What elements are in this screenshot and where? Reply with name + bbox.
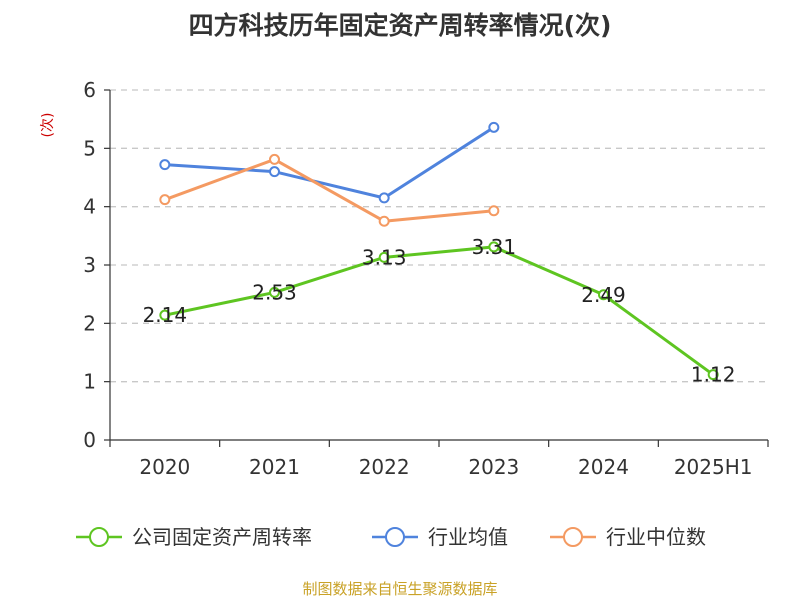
y-tick-label: 6 (83, 78, 96, 102)
y-tick-label: 1 (83, 370, 96, 394)
y-tick-label: 3 (83, 253, 96, 277)
y-tick-label: 5 (83, 136, 96, 160)
series-group (159, 121, 719, 381)
data-point (159, 309, 171, 321)
legend-marker (563, 527, 583, 547)
y-tick-label: 2 (83, 311, 96, 335)
data-point (488, 121, 500, 133)
axes: 0 1 2 3 4 5 6 2020 2021 2022 2023 2024 2025H1 (83, 78, 769, 479)
data-point (598, 289, 609, 301)
legend-label: 公司固定资产周转率 (132, 525, 312, 549)
x-tick-label: 2020 (139, 455, 190, 479)
legend-marker (89, 527, 109, 547)
grid (110, 89, 768, 383)
series-line (164, 126, 495, 200)
x-tick-label: 2023 (468, 455, 519, 479)
data-labels: 2.14 2.53 3.13 3.31 2.49 1.12 (143, 235, 736, 387)
x-tick-label: 2022 (359, 455, 410, 479)
x-tick-label: 2021 (249, 455, 300, 479)
legend: 公司固定资产周转率 行业均值 行业中位数 (76, 525, 706, 549)
data-point (707, 369, 719, 381)
data-point (488, 205, 500, 217)
data-label: 3.13 (362, 245, 407, 269)
x-tick-label: 2025H1 (674, 455, 753, 479)
data-label: 2.14 (143, 303, 188, 327)
data-label: 2.53 (252, 280, 297, 304)
source-note: 制图数据来自恒生聚源数据库 (302, 580, 497, 598)
series-line (164, 245, 715, 376)
data-point (159, 194, 171, 206)
legend-marker (385, 527, 405, 547)
y-tick-label: 4 (83, 195, 96, 219)
x-tick-label: 2024 (578, 455, 629, 479)
data-point (269, 153, 280, 165)
data-point (378, 215, 390, 227)
data-point (159, 159, 171, 171)
data-point (488, 241, 500, 253)
chart-title: 四方科技历年固定资产周转率情况(次) (189, 11, 612, 40)
data-point (269, 286, 280, 298)
data-point (269, 166, 280, 178)
legend-label: 行业中位数 (606, 525, 706, 549)
y-tick-label: 0 (83, 428, 96, 452)
series-line (164, 157, 494, 223)
data-label: 2.49 (581, 283, 626, 307)
data-label: 3.31 (472, 235, 517, 259)
data-label: 1.12 (691, 363, 736, 387)
data-point (378, 251, 390, 263)
y-axis-label: (次) (40, 113, 56, 138)
data-point (378, 192, 390, 204)
legend-label: 行业均值 (428, 525, 508, 549)
